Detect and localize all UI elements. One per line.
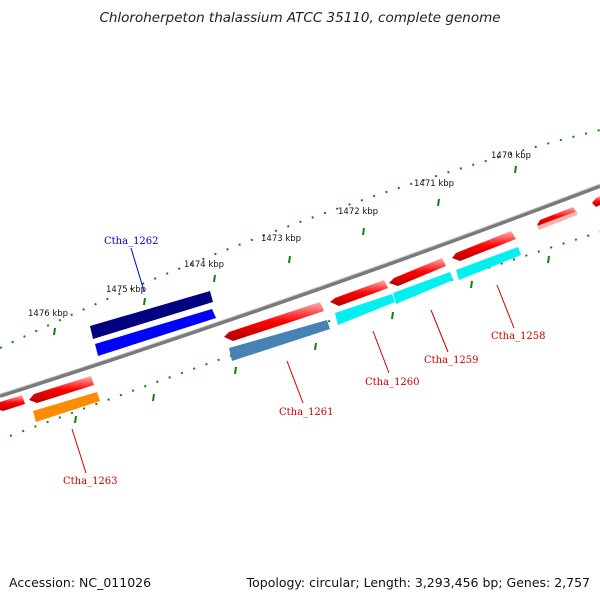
gene-ctha-1262-navy[interactable]: [90, 291, 213, 339]
scale-label: 1473 kbp: [261, 234, 301, 244]
gene-red[interactable]: [0, 395, 25, 411]
gene-label-ctha-1258: Ctha_1258: [491, 331, 546, 342]
inner-scale-arc: [9, 231, 600, 437]
gene-label-ctha-1259: Ctha_1259: [424, 355, 479, 366]
gene-ctha-1263-red[interactable]: [29, 376, 94, 403]
gene-ctha-1262-blue[interactable]: [95, 309, 216, 356]
gene-label-ctha-1263: Ctha_1263: [63, 476, 118, 487]
gene-red[interactable]: [592, 196, 600, 207]
reverse-genes: [33, 211, 577, 422]
map-title: Chloroherpeton thalassium ATCC 35110, co…: [99, 10, 501, 26]
gene-ctha-1260-cyan[interactable]: [335, 294, 395, 325]
genome-summary-text: Topology: circular; Length: 3,293,456 bp…: [246, 575, 590, 590]
accession-text: Accession: NC_011026: [9, 575, 152, 590]
gene-ctha-1263-orange[interactable]: [33, 392, 100, 422]
gene-ctha-1258-cyan[interactable]: [456, 247, 521, 280]
gene-ctha-1260-red[interactable]: [330, 280, 388, 306]
gene-ctha-1259-cyan[interactable]: [393, 272, 453, 304]
gene-ctha-1259-red[interactable]: [389, 258, 446, 286]
outer-scale-arc: [0, 129, 600, 349]
gene-ctha-1261-red[interactable]: [224, 302, 324, 341]
scale-label: 1474 kbp: [184, 260, 224, 270]
gene-red-small[interactable]: [537, 211, 577, 230]
forward-genes: [0, 196, 600, 411]
gene-ctha-1261-steelblue[interactable]: [229, 320, 330, 361]
gene-red[interactable]: [537, 207, 577, 227]
gene-label-ctha-1260: Ctha_1260: [365, 377, 420, 388]
genome-backbone: [0, 184, 600, 398]
gene-label-ctha-1261: Ctha_1261: [279, 407, 334, 418]
scale-label: 1475 kbp: [106, 285, 146, 295]
major-ticks: [53, 165, 550, 424]
scale-label: 1476 kbp: [28, 309, 68, 319]
leader-lines: [71, 247, 515, 474]
scale-label: 1472 kbp: [338, 207, 378, 217]
gene-label-ctha-1262: Ctha_1262: [104, 236, 159, 247]
gene-ctha-1258-red[interactable]: [452, 231, 516, 261]
scale-label: 1470 kbp: [491, 151, 531, 161]
scale-label: 1471 kbp: [414, 179, 454, 189]
